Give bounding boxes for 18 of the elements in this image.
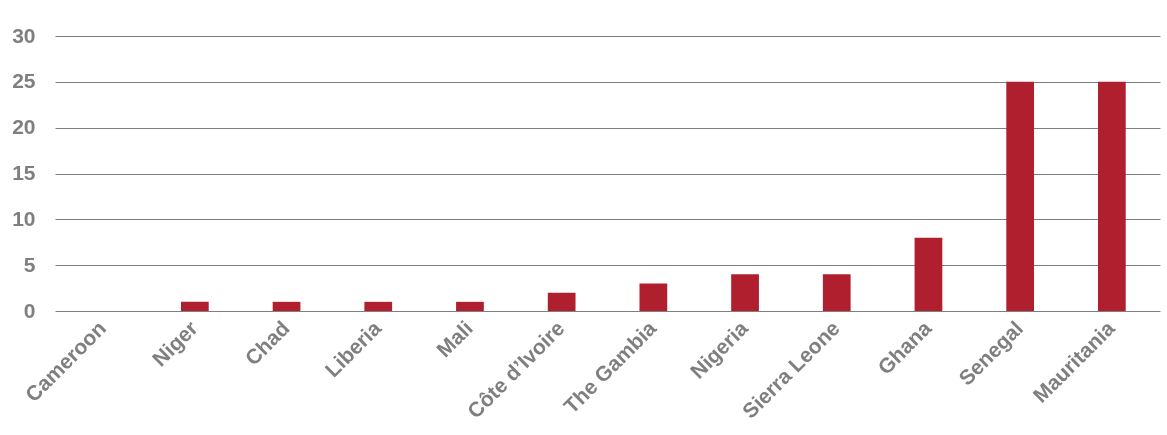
bar [456, 301, 484, 311]
bar [547, 292, 576, 311]
y-tick-label: 5 [23, 252, 36, 276]
bar [639, 283, 668, 311]
bar [1006, 81, 1035, 311]
y-tick-label: 0 [23, 298, 36, 322]
bar [1097, 81, 1126, 311]
bar [731, 274, 759, 311]
bar [272, 301, 301, 311]
y-tick-label: 15 [12, 161, 36, 184]
bar [914, 237, 943, 311]
bar [822, 274, 851, 311]
y-tick-label: 10 [12, 206, 36, 230]
y-tick-label: 20 [12, 115, 36, 139]
bar [180, 301, 209, 311]
bar [364, 301, 393, 311]
y-tick-label: 30 [12, 23, 36, 47]
y-tick-label: 25 [12, 69, 36, 93]
